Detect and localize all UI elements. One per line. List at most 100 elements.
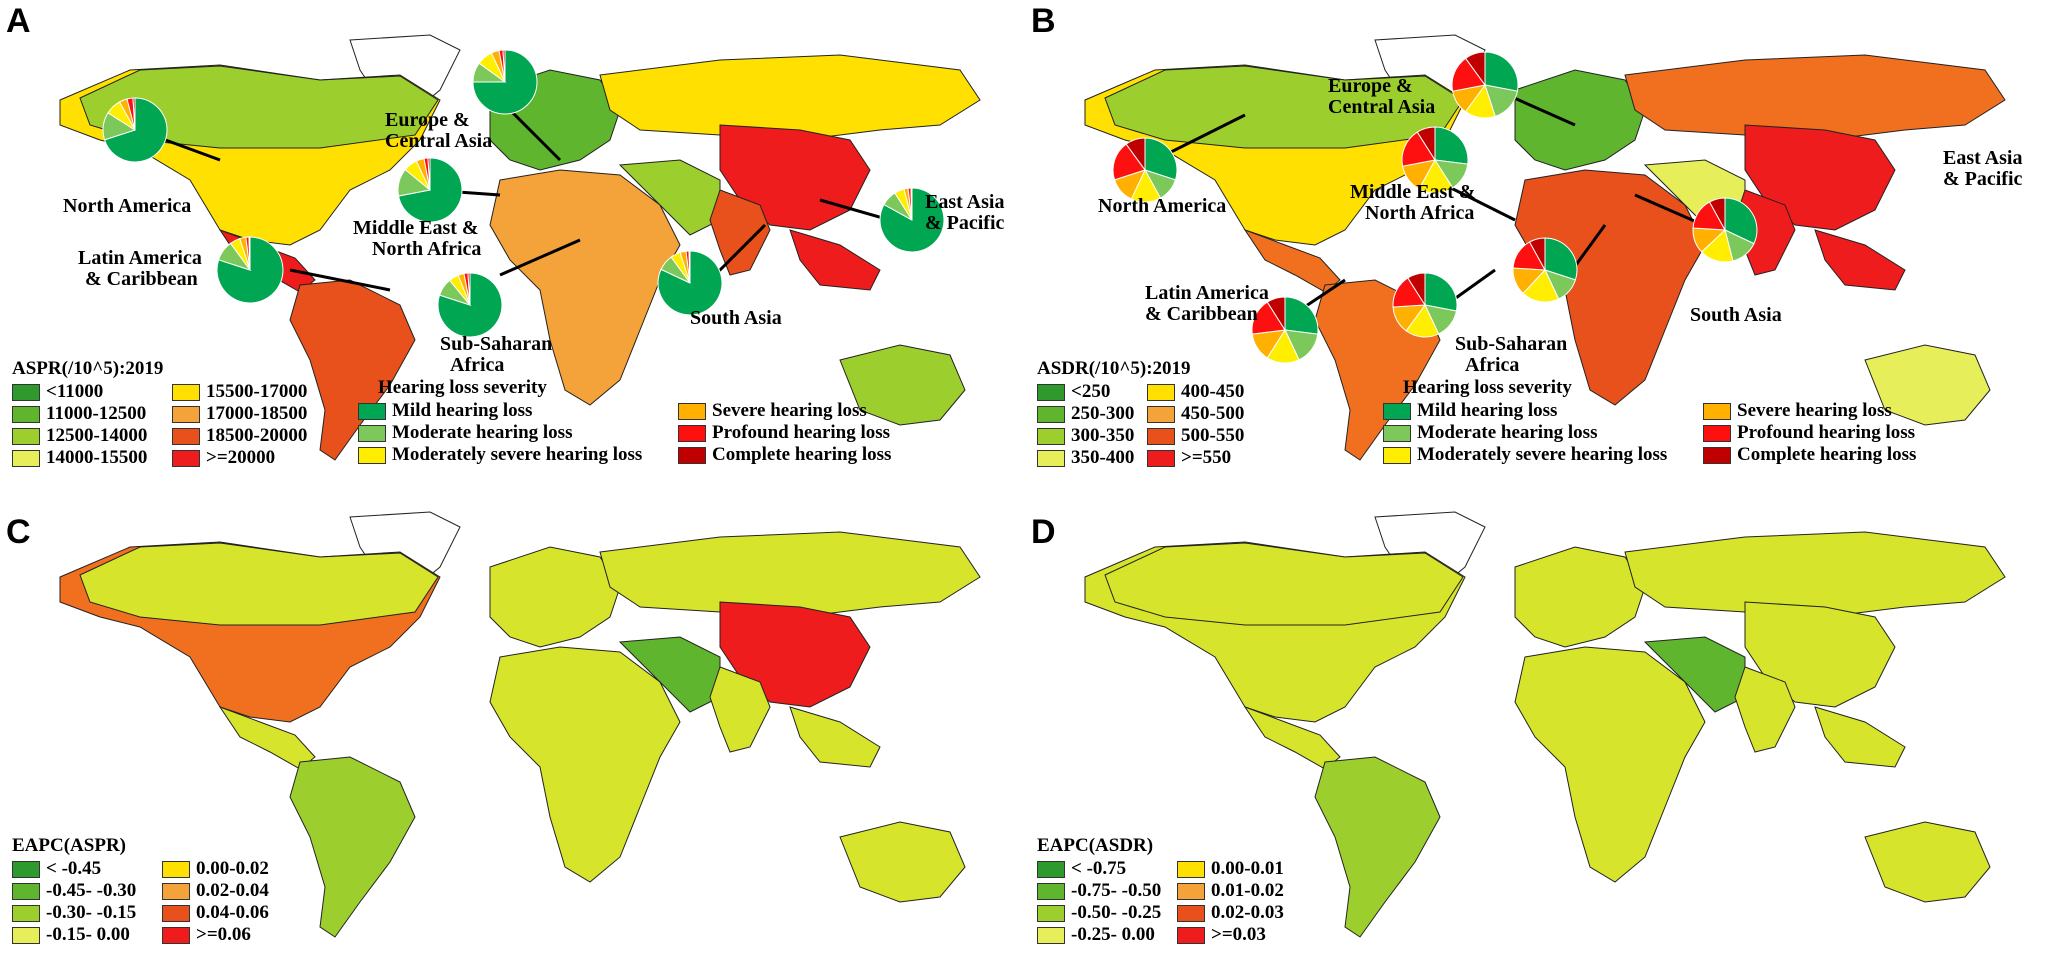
pie-slice	[427, 157, 431, 191]
pie-slice	[472, 49, 538, 115]
pie-slice	[1544, 237, 1578, 281]
legend-item: -0.15- 0.00	[12, 924, 130, 946]
region-label-eap-line1: East Asia	[1943, 147, 2023, 169]
region-label-ssa-line1: Sub-Saharan	[1455, 333, 1568, 355]
severity-item: Profound hearing loss	[678, 422, 890, 444]
legend-item: < -0.75	[1037, 858, 1126, 880]
legend-item: 300-350	[1037, 425, 1134, 447]
region-label-latam-line1: Latin America	[78, 247, 202, 269]
pie-slice	[1284, 296, 1319, 335]
severity-item: Severe hearing loss	[1703, 400, 1892, 422]
pie-mena	[1401, 126, 1469, 194]
legend-title: EAPC(ASPR)	[12, 835, 126, 856]
region-label-europe-line1: Europe &	[1328, 75, 1413, 97]
pie-slice	[502, 49, 506, 83]
legend-item: 14000-15500	[12, 447, 147, 469]
region-label-europe-line2: Central Asia	[1328, 96, 1436, 118]
legend-item: 0.00-0.01	[1177, 858, 1284, 880]
legend-item: -0.75- -0.50	[1037, 880, 1161, 902]
severity-item: Severe hearing loss	[678, 400, 867, 422]
region-label-eap-line2: & Pacific	[1943, 168, 2023, 190]
pie-slice	[657, 250, 723, 316]
legend-title: ASDR(/10^5):2019	[1037, 358, 1191, 379]
region-label-eap-line1: East Asia	[925, 191, 1005, 213]
region-label-mena-line1: Middle East &	[1350, 181, 1476, 203]
panel-label: C	[6, 513, 31, 551]
panel-b: B North America Europe &	[1025, 0, 2050, 477]
region-label-north-america: North America	[63, 195, 192, 217]
legend-item: < -0.45	[12, 858, 101, 880]
legend-item: 0.04-0.06	[162, 902, 269, 924]
legend-item: 18500-20000	[172, 425, 307, 447]
pie-slice	[132, 97, 136, 131]
legend-item: -0.25- 0.00	[1037, 924, 1155, 946]
legend-title: EAPC(ASDR)	[1037, 835, 1154, 856]
region-label-latam-line1: Latin America	[1145, 282, 1269, 304]
pie-mena	[397, 157, 463, 223]
pie-slice	[1708, 197, 1726, 231]
severity-item: Moderately severe hearing loss	[1383, 444, 1667, 466]
severity-title: Hearing loss severity	[378, 377, 547, 398]
legend-item: -0.50- -0.25	[1037, 902, 1161, 924]
legend-item: >=550	[1147, 447, 1231, 469]
legend-item: -0.30- -0.15	[12, 902, 136, 924]
legend-item: 15500-17000	[172, 381, 307, 403]
pie-slice	[1528, 237, 1546, 271]
legend-item: 11000-12500	[12, 403, 146, 425]
severity-item: Moderate hearing loss	[358, 422, 572, 444]
pie-slice	[1484, 51, 1519, 92]
pie-europe	[1451, 51, 1519, 119]
legend-item: 500-550	[1147, 425, 1244, 447]
legend-title: ASPR(/10^5):2019	[12, 358, 164, 379]
pie-slice	[1266, 296, 1286, 332]
pie-north_america	[102, 97, 168, 163]
pie-slice	[1724, 197, 1758, 245]
region-label-south-asia: South Asia	[690, 307, 782, 329]
pie-europe	[472, 49, 538, 115]
pie-north_america	[1112, 137, 1178, 203]
legend-item: 0.00-0.02	[162, 858, 269, 880]
pie-slice	[688, 250, 691, 284]
panel-d: D EAPC(ASDR) < -0.75 -0.75- -0.50 -0.50-…	[1025, 477, 2050, 954]
region-label-ssa-line1: Sub-Saharan	[440, 333, 553, 355]
severity-item: Mild hearing loss	[1383, 400, 1557, 422]
pie-eap	[879, 187, 945, 253]
pie-slice	[1144, 137, 1178, 181]
legend-item: >=0.03	[1177, 924, 1266, 946]
pie-slice	[1424, 272, 1458, 312]
legend-item: -0.45- -0.30	[12, 880, 136, 902]
panel-label: D	[1031, 513, 1056, 551]
region-label-mena-line2: North Africa	[372, 238, 482, 260]
region-label-latam-line2: & Caribbean	[85, 268, 198, 290]
legend-item: 0.02-0.04	[162, 880, 269, 902]
pie-slice	[1125, 137, 1146, 172]
severity-title: Hearing loss severity	[1403, 377, 1572, 398]
severity-item: Moderately severe hearing loss	[358, 444, 642, 466]
legend-item: 350-400	[1037, 447, 1134, 469]
pie-slice	[1522, 269, 1560, 303]
legend-item: 0.01-0.02	[1177, 880, 1284, 902]
severity-item: Complete hearing loss	[678, 444, 891, 466]
world-map	[59, 34, 981, 461]
region-label-ssa-line2: Africa	[450, 354, 505, 376]
pie-slice	[1407, 272, 1426, 307]
pie-slice	[1112, 143, 1146, 181]
region-label-ssa-line2: Africa	[1465, 354, 1520, 376]
region-label-europe-line1: Europe &	[385, 109, 470, 131]
panel-label: B	[1031, 2, 1056, 40]
region-label-europe-line2: Central Asia	[385, 130, 493, 152]
severity-item: Moderate hearing loss	[1383, 422, 1597, 444]
panel-a: A North America Europe &	[0, 0, 1025, 477]
panel-label: A	[6, 2, 31, 40]
pie-latam	[1251, 296, 1319, 364]
severity-item: Complete hearing loss	[1703, 444, 1916, 466]
legend-item: 17000-18500	[172, 403, 307, 425]
region-label-north-america: North America	[1098, 195, 1227, 217]
legend-item: <11000	[12, 381, 103, 403]
legend-item: >=0.06	[162, 924, 251, 946]
legend-item: 400-450	[1147, 381, 1244, 403]
legend-item: >=20000	[172, 447, 275, 469]
world-map	[1084, 34, 2006, 461]
panel-c: C EAPC(ASPR) < -0.45 -0.45- -0.30 -0.30-…	[0, 477, 1025, 954]
legend-item: 250-300	[1037, 403, 1134, 425]
